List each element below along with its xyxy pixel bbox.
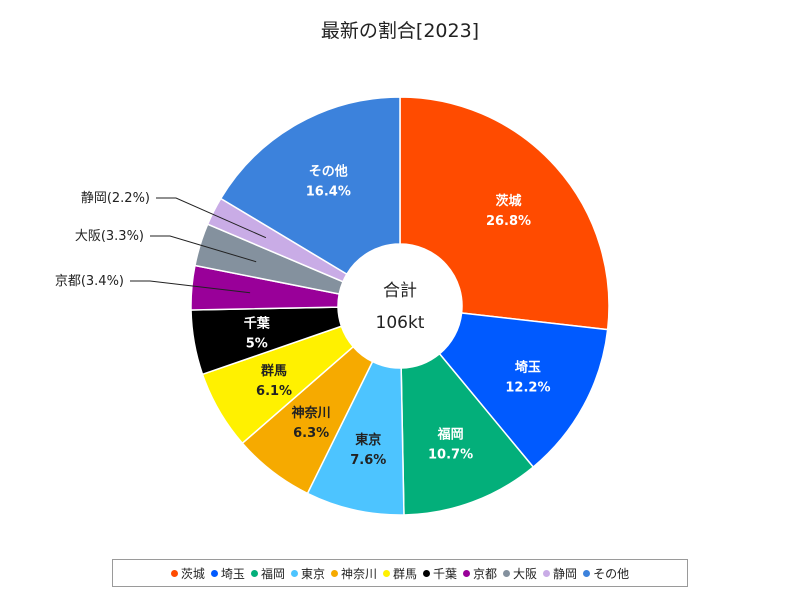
legend-label: 京都 (473, 566, 498, 581)
leader-lines (130, 197, 267, 294)
legend-dot-icon (423, 569, 430, 577)
chart-title: 最新の割合[2023] (321, 20, 479, 42)
legend-dot-icon (583, 569, 591, 577)
legend-dot-icon (170, 569, 178, 577)
legend-label: 千葉 (433, 566, 458, 581)
legend-item-神奈川: 神奈川 (330, 565, 377, 582)
legend-label: 静岡 (553, 566, 578, 581)
leader-line-京都 (130, 280, 251, 294)
center-total-label: 合計 (383, 281, 417, 301)
legend-dot-icon (290, 569, 298, 577)
legend-label: その他 (593, 566, 630, 581)
slice-name-その他: その他 (309, 163, 348, 179)
legend-label: 大阪 (513, 566, 538, 581)
legend-item-埼玉: 埼玉 (210, 565, 245, 582)
slice-value-その他: 16.4% (306, 184, 351, 199)
legend-dot-icon (330, 569, 338, 577)
slice-value-千葉: 5% (246, 336, 268, 351)
slices-group (190, 96, 610, 516)
legend-item-茨城: 茨城 (170, 565, 205, 582)
slice-name-茨城: 茨城 (496, 193, 522, 209)
legend-item-東京: 東京 (290, 565, 325, 582)
slice-value-東京: 7.6% (350, 453, 386, 468)
legend-item-京都: 京都 (463, 565, 497, 582)
slice-name-福岡: 福岡 (437, 426, 464, 442)
slice-labels: 茨城 26.8% 埼玉 12.2% 福岡 10.7% 東京 7.6% 神奈川 6.3% 群馬 6.1%… (55, 163, 551, 468)
center-total-value: 106kt (376, 313, 425, 333)
legend-label: 埼玉 (220, 566, 245, 581)
donut-hole (338, 244, 462, 368)
legend-label: 東京 (300, 566, 325, 581)
external-label-大阪: 大阪(3.3%) (75, 229, 144, 244)
legend-item-千葉: 千葉 (423, 565, 457, 582)
legend: 茨城 埼玉 福岡 東京 神奈川 群馬 千葉 京都 大阪 静岡 その他 (112, 559, 688, 587)
legend-label: 神奈川 (340, 566, 377, 581)
slice-name-神奈川: 神奈川 (292, 405, 331, 421)
legend-label: 茨城 (180, 566, 205, 581)
legend-dot-icon (543, 569, 551, 577)
legend-dot-icon (503, 569, 511, 577)
legend-item-群馬: 群馬 (382, 565, 417, 582)
legend-item-静岡: 静岡 (543, 565, 577, 582)
slice-name-千葉: 千葉 (244, 315, 271, 331)
legend-label: 福岡 (260, 566, 285, 581)
legend-dot-icon (463, 569, 471, 577)
legend-item-大阪: 大阪 (503, 565, 537, 582)
slice-name-東京: 東京 (355, 432, 381, 448)
legend-item-その他: その他 (583, 565, 629, 582)
slice-name-群馬: 群馬 (261, 363, 287, 379)
legend-dot-icon (210, 569, 218, 577)
slice-value-神奈川: 6.3% (293, 426, 329, 441)
legend-label: 群馬 (392, 566, 417, 581)
slice-value-埼玉: 12.2% (505, 380, 550, 395)
slice-value-福岡: 10.7% (428, 447, 473, 462)
external-label-静岡: 静岡(2.2%) (81, 191, 150, 206)
external-label-京都: 京都(3.4%) (55, 274, 124, 289)
legend-item-福岡: 福岡 (250, 565, 285, 582)
leader-line-大阪 (150, 235, 257, 263)
legend-dot-icon (250, 569, 258, 577)
slice-name-埼玉: 埼玉 (515, 359, 541, 375)
slice-value-茨城: 26.8% (486, 214, 531, 229)
leader-line-静岡 (156, 197, 267, 239)
legend-dot-icon (382, 569, 390, 577)
slice-value-群馬: 6.1% (256, 384, 292, 399)
